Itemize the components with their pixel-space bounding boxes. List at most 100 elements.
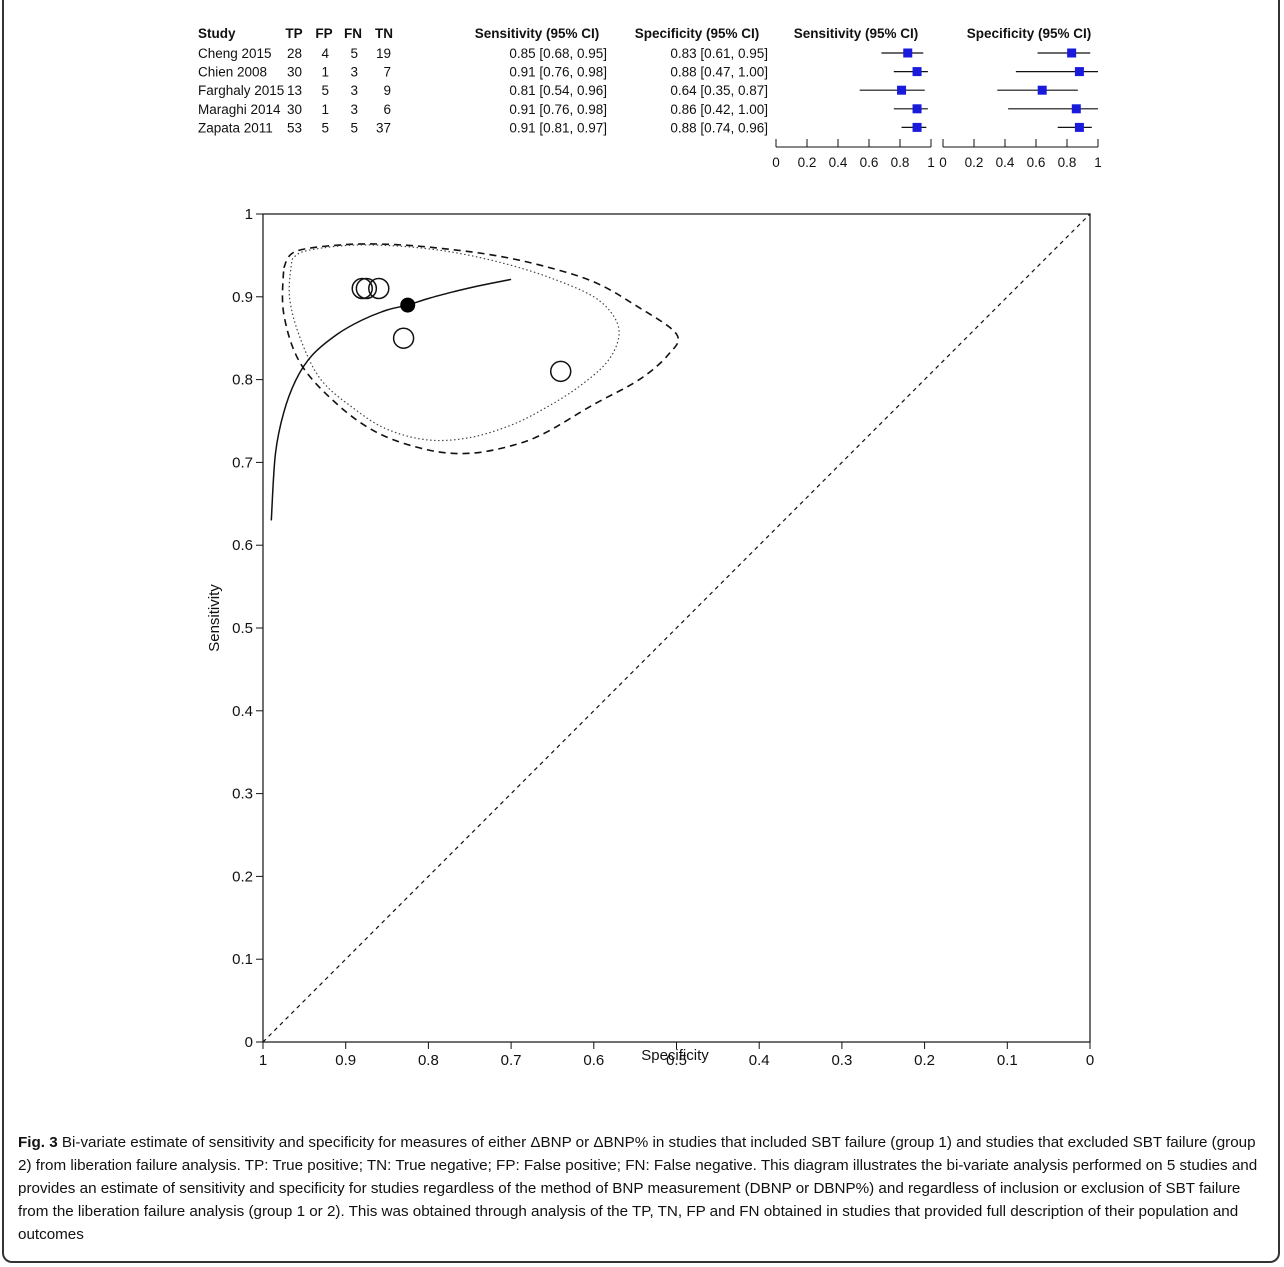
y-axis-label: Sensitivity: [206, 584, 223, 652]
prediction-region-contour: [281, 243, 680, 455]
x-tick-label: 0.1: [997, 1052, 1018, 1069]
table-cell-study: Maraghi 2014: [198, 102, 281, 117]
table-cell-fn: 5: [350, 120, 358, 135]
forest-header-0: Sensitivity (95% CI): [794, 26, 919, 41]
forest-point-marker: [1074, 67, 1084, 77]
table-cell-sensitivity: 0.81 [0.54, 0.96]: [509, 83, 607, 98]
forest-tick-label: 0: [939, 155, 947, 170]
table-cell-specificity: 0.88 [0.74, 0.96]: [670, 120, 768, 135]
table-cell-study: Chien 2008: [198, 65, 267, 80]
forest-panel-sens: 0 0.2 0.4 0.6 0.8 1: [772, 48, 935, 170]
x-axis-label: Specificity: [641, 1047, 709, 1064]
forest-tick-label: 0.8: [1058, 155, 1077, 170]
study-point: [392, 327, 415, 349]
x-tick-label: 0.6: [583, 1052, 604, 1069]
study-point: [351, 277, 373, 300]
forest-tick-label: 0.2: [965, 155, 984, 170]
caption-text: Bi-variate estimate of sensitivity and s…: [18, 1134, 1258, 1243]
confidence-region-contour: [288, 244, 620, 442]
sroc-plot: Specificity Sensitivity 1 0.9 0.8 0.7 0.6 0.5…: [206, 206, 1094, 1069]
study-point: [355, 277, 378, 300]
table-cell-tn: 37: [376, 120, 391, 135]
forest-point-marker: [1037, 85, 1047, 95]
forest-tick-label: 0.4: [829, 155, 848, 170]
chance-diagonal-line: [262, 213, 1091, 1043]
table-cell-tp: 30: [287, 102, 302, 117]
table-cell-sensitivity: 0.91 [0.81, 0.97]: [509, 120, 607, 135]
table-cell-fn: 5: [350, 46, 358, 61]
table-cell-specificity: 0.88 [0.47, 1.00]: [670, 65, 768, 80]
forest-point-marker: [912, 122, 922, 132]
forest-tick-label: 1: [927, 155, 935, 170]
x-tick-label: 0.2: [914, 1052, 935, 1069]
table-cell-tp: 53: [287, 120, 302, 135]
table-cell-sensitivity: 0.85 [0.68, 0.95]: [509, 46, 607, 61]
table-cell-tp: 13: [287, 83, 302, 98]
table-cell-tn: 19: [376, 46, 391, 61]
table-cell-tp: 30: [287, 65, 302, 80]
forest-plots: Sensitivity (95% CI) Specificity (95% CI)…: [772, 26, 1102, 170]
y-tick-label: 0.8: [232, 372, 253, 389]
y-tick-label: 0: [245, 1034, 253, 1051]
y-tick-label: 0.4: [232, 703, 253, 720]
x-tick-label: 1: [259, 1052, 267, 1069]
table-cell-fn: 3: [350, 83, 358, 98]
table-cell-tn: 6: [383, 102, 391, 117]
forest-point-marker: [1067, 48, 1077, 58]
table-cell-sensitivity: 0.91 [0.76, 0.98]: [509, 102, 607, 117]
table-header-2: FP: [315, 26, 332, 41]
table-cell-fn: 3: [350, 102, 358, 117]
forest-tick-label: 0.6: [860, 155, 879, 170]
table-cell-fp: 5: [321, 120, 329, 135]
y-tick-label: 1: [245, 206, 253, 223]
forest-point-marker: [912, 104, 922, 114]
x-tick-label: 0.4: [749, 1052, 770, 1069]
table-cell-tp: 28: [287, 46, 302, 61]
y-tick-label: 0.2: [232, 868, 253, 885]
forest-point-marker: [912, 67, 922, 77]
table-cell-study: Farghaly 2015: [198, 83, 284, 98]
table-cell-specificity: 0.83 [0.61, 0.95]: [670, 46, 768, 61]
caption-label: Fig. 3: [18, 1134, 58, 1151]
figure-canvas: Study TP FP FN TN Sensitivity (95% CI) Specifi…: [198, 26, 1102, 1069]
table-cell-fp: 4: [321, 46, 329, 61]
table-cell-specificity: 0.86 [0.42, 1.00]: [670, 102, 768, 117]
forest-point-marker: [1074, 122, 1084, 132]
forest-table: Study TP FP FN TN Sensitivity (95% CI) Specifi…: [198, 26, 768, 135]
table-header-3: FN: [344, 26, 362, 41]
forest-panel-spec: 0 0.2 0.4 0.6 0.8 1: [939, 48, 1102, 170]
y-tick-label: 0.7: [232, 454, 253, 471]
summary-point: [400, 297, 416, 313]
x-tick-label: 0.8: [418, 1052, 439, 1069]
forest-tick-label: 0.4: [996, 155, 1015, 170]
figure-caption: Fig. 3 Bi-variate estimate of sensitivit…: [18, 1131, 1268, 1246]
table-header-4: TN: [375, 26, 393, 41]
table-cell-tn: 7: [383, 65, 391, 80]
table-header-0: Study: [198, 26, 236, 41]
forest-tick-label: 1: [1094, 155, 1102, 170]
table-cell-fp: 5: [321, 83, 329, 98]
y-tick-label: 0.6: [232, 537, 253, 554]
y-tick-label: 0.9: [232, 289, 253, 306]
table-cell-study: Cheng 2015: [198, 46, 272, 61]
forest-tick-label: 0.2: [798, 155, 817, 170]
forest-tick-label: 0: [772, 155, 780, 170]
x-tick-label: 0.5: [666, 1052, 687, 1069]
forest-tick-label: 0.8: [891, 155, 910, 170]
y-tick-label: 0.3: [232, 786, 253, 803]
study-point: [368, 277, 390, 300]
x-tick-label: 0.7: [501, 1052, 522, 1069]
table-cell-specificity: 0.64 [0.35, 0.87]: [670, 83, 768, 98]
study-point: [549, 360, 572, 383]
y-tick-label: 0.1: [232, 951, 253, 968]
table-cell-fp: 1: [321, 102, 329, 117]
table-header-5: Sensitivity (95% CI): [475, 26, 600, 41]
x-tick-label: 0.9: [335, 1052, 356, 1069]
table-cell-study: Zapata 2011: [198, 120, 273, 135]
x-tick-label: 0: [1086, 1052, 1094, 1069]
y-tick-label: 0.5: [232, 620, 253, 637]
table-cell-tn: 9: [383, 83, 391, 98]
forest-header-1: Specificity (95% CI): [967, 26, 1092, 41]
x-tick-label: 0.3: [831, 1052, 852, 1069]
